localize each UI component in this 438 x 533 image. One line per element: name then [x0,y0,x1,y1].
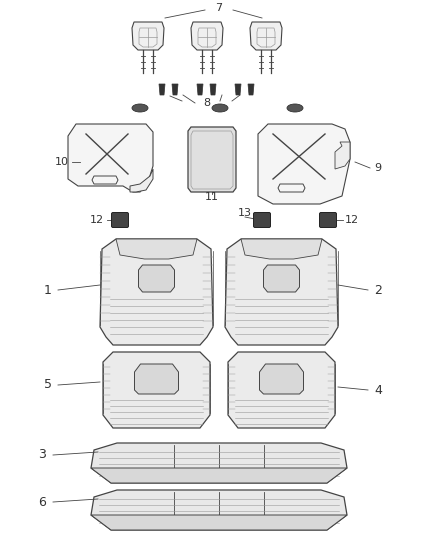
Polygon shape [172,84,178,95]
Text: 13: 13 [238,208,252,218]
Polygon shape [91,443,347,483]
Polygon shape [91,490,347,530]
Text: 5: 5 [44,378,52,392]
Text: 4: 4 [374,384,382,397]
Text: 2: 2 [374,284,382,296]
Polygon shape [100,239,213,345]
Ellipse shape [212,104,228,112]
Text: 6: 6 [38,496,46,508]
Polygon shape [191,22,223,50]
Polygon shape [116,239,197,259]
Text: 11: 11 [205,192,219,202]
Polygon shape [335,142,350,169]
Polygon shape [159,84,165,95]
Polygon shape [259,364,304,394]
FancyBboxPatch shape [112,213,128,228]
Polygon shape [258,124,350,204]
Polygon shape [138,265,174,292]
Text: 10: 10 [55,157,69,167]
Ellipse shape [132,104,148,112]
Polygon shape [228,352,335,428]
FancyBboxPatch shape [319,213,336,228]
Polygon shape [197,84,203,95]
Text: 1: 1 [44,284,52,296]
Polygon shape [264,265,300,292]
FancyBboxPatch shape [254,213,271,228]
Polygon shape [250,22,282,50]
Polygon shape [91,515,347,530]
Polygon shape [130,169,153,192]
Text: 8: 8 [203,98,211,108]
Text: 9: 9 [374,163,381,173]
Text: 12: 12 [345,215,359,225]
Polygon shape [103,352,210,428]
Polygon shape [132,22,164,50]
Polygon shape [210,84,216,95]
Ellipse shape [287,104,303,112]
Text: 3: 3 [38,448,46,462]
Polygon shape [188,127,236,192]
Polygon shape [235,84,241,95]
Polygon shape [134,364,179,394]
Text: 7: 7 [215,3,223,13]
Polygon shape [241,239,322,259]
Polygon shape [248,84,254,95]
Polygon shape [91,468,347,483]
Polygon shape [225,239,338,345]
Text: 12: 12 [90,215,104,225]
Polygon shape [68,124,153,192]
